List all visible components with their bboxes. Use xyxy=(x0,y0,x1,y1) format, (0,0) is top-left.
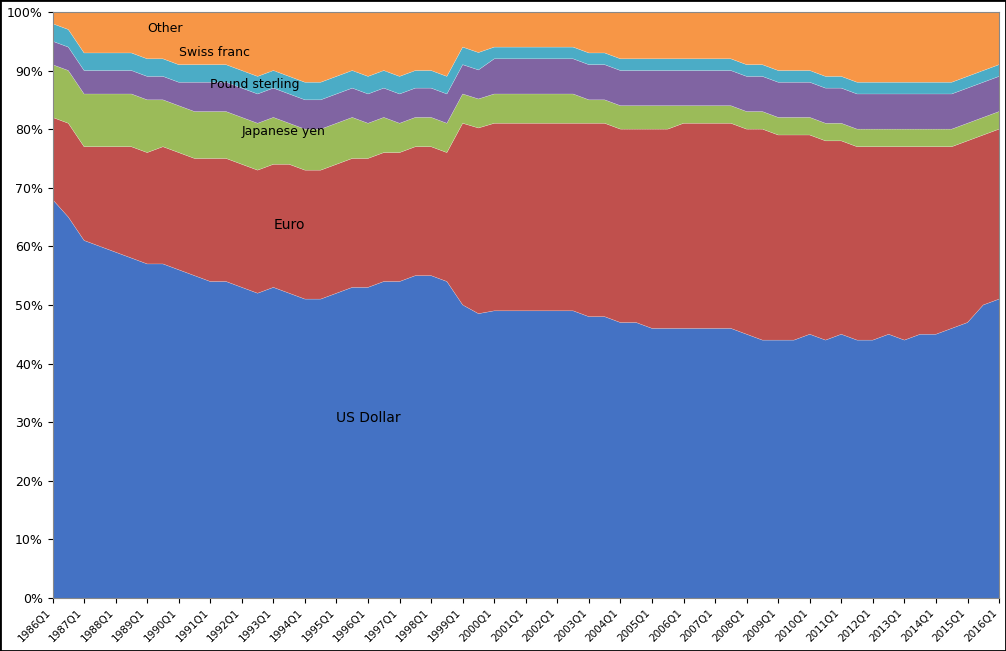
Text: Pound sterling: Pound sterling xyxy=(210,78,300,91)
Text: Euro: Euro xyxy=(274,218,305,232)
Text: Other: Other xyxy=(147,22,183,35)
Text: US Dollar: US Dollar xyxy=(336,411,401,425)
Text: Japanese yen: Japanese yen xyxy=(241,125,326,138)
Text: Swiss franc: Swiss franc xyxy=(179,46,249,59)
